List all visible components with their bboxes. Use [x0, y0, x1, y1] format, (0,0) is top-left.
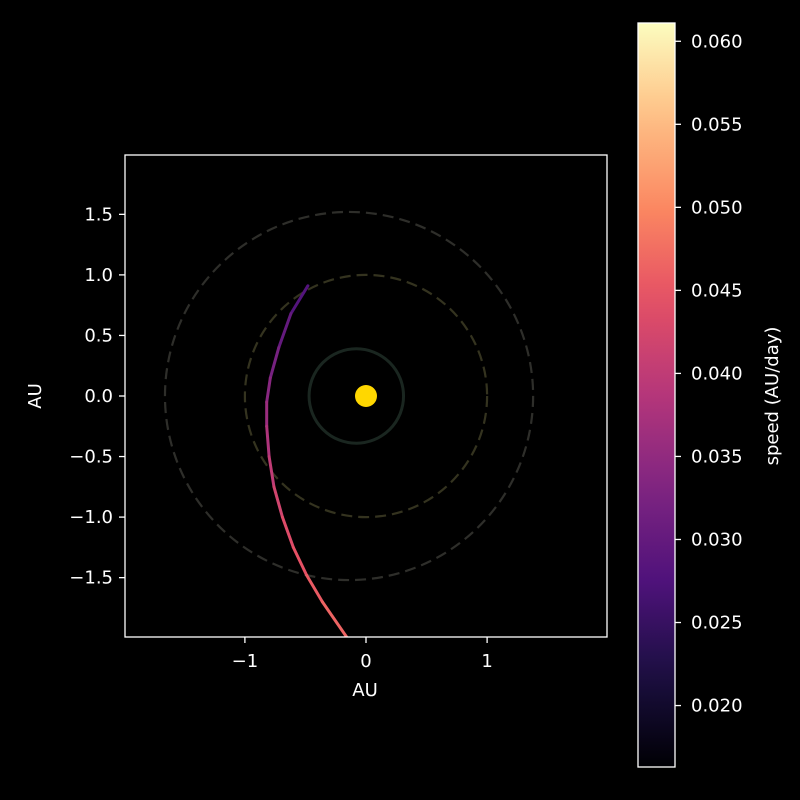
trajectory-segment	[265, 376, 272, 404]
trajectory-segment	[291, 545, 309, 577]
y-tick-label: 0.5	[84, 325, 113, 346]
y-tick-label: −1.0	[69, 507, 113, 528]
orbit-ring-3	[163, 210, 535, 582]
colorbar-label: speed (AU/day)	[762, 327, 783, 466]
colorbar-tick-label: 0.035	[691, 446, 743, 467]
colorbar-tick-label: 0.020	[691, 696, 743, 717]
trajectory-segment	[265, 424, 271, 459]
colorbar-gradient	[638, 23, 675, 767]
x-tick-label: 1	[481, 651, 492, 672]
colorbar-tick-label: 0.040	[691, 363, 743, 384]
y-tick-label: 0.0	[84, 386, 113, 407]
y-tick-label: 1.5	[84, 204, 113, 225]
colorbar-tick-label: 0.055	[691, 114, 743, 135]
trajectory-segment	[289, 284, 310, 316]
colorbar-tick-label: 0.025	[691, 613, 743, 634]
colorbar-tick-label: 0.030	[691, 529, 743, 550]
trajectory-segment	[305, 573, 324, 604]
plot-area	[163, 210, 535, 637]
trajectory-segment	[277, 312, 293, 350]
x-axis-label: AU	[352, 680, 378, 701]
colorbar-frame	[637, 22, 676, 768]
x-tick-label: 0	[360, 651, 371, 672]
y-axis-label: AU	[25, 383, 46, 409]
colorbar-tick-label: 0.060	[691, 31, 743, 52]
orbit-ring-2	[243, 273, 489, 519]
colorbar-tick-label: 0.045	[691, 280, 743, 301]
orbit-ring-1	[307, 347, 406, 445]
x-tick-label: −1	[232, 651, 259, 672]
colorbar-tick-label: 0.050	[691, 197, 743, 218]
y-tick-label: −1.5	[69, 568, 113, 589]
trajectory-segment	[280, 515, 295, 549]
axes: −1 0 1 1.5 1.0 0.5 0.0 −0.5 −1.0 −1.5	[69, 154, 608, 672]
sun-marker	[355, 385, 377, 407]
trajectory-segment	[320, 600, 349, 637]
trajectory-segment	[268, 346, 281, 380]
y-tick-label: 1.0	[84, 265, 113, 286]
trajectory-segment	[272, 485, 284, 519]
colorbar: 0.020 0.025 0.030 0.035 0.040 0.045 0.050 0.055…	[637, 22, 743, 768]
y-tick-label: −0.5	[69, 447, 113, 468]
trajectory-segment	[267, 455, 276, 489]
